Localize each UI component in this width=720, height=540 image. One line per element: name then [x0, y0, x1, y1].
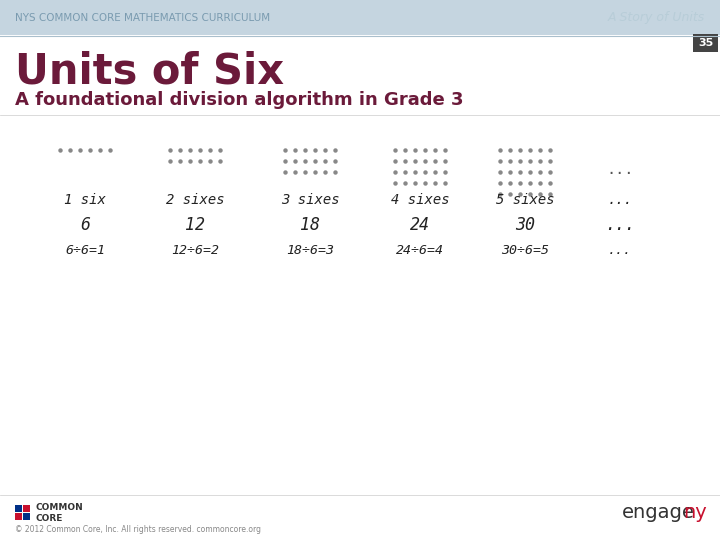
FancyBboxPatch shape — [15, 505, 22, 512]
Text: ...: ... — [605, 216, 635, 234]
Text: 24÷6=4: 24÷6=4 — [396, 244, 444, 256]
Text: A foundational division algorithm in Grade 3: A foundational division algorithm in Gra… — [15, 91, 464, 109]
Text: 24: 24 — [410, 216, 430, 234]
Text: 12: 12 — [185, 216, 205, 234]
Text: 6÷6=1: 6÷6=1 — [65, 244, 105, 256]
Text: 2 sixes: 2 sixes — [166, 193, 225, 207]
FancyBboxPatch shape — [23, 513, 30, 520]
Text: © 2012 Common Core, Inc. All rights reserved. commoncore.org: © 2012 Common Core, Inc. All rights rese… — [15, 525, 261, 535]
FancyBboxPatch shape — [15, 513, 22, 520]
Text: ...: ... — [606, 163, 634, 178]
Text: 1 six: 1 six — [64, 193, 106, 207]
Text: NYS COMMON CORE MATHEMATICS CURRICULUM: NYS COMMON CORE MATHEMATICS CURRICULUM — [15, 13, 270, 23]
Text: 18÷6=3: 18÷6=3 — [286, 244, 334, 256]
Text: 35: 35 — [698, 38, 713, 48]
Text: COMMON
CORE: COMMON CORE — [35, 503, 83, 523]
Text: ...: ... — [608, 193, 633, 207]
Text: 5 sixes: 5 sixes — [495, 193, 554, 207]
Text: 6: 6 — [80, 216, 90, 234]
Text: 30: 30 — [515, 216, 535, 234]
Text: A Story of Units: A Story of Units — [608, 11, 705, 24]
Text: ny: ny — [683, 503, 707, 523]
Text: engage: engage — [622, 503, 695, 523]
Text: 30÷6=5: 30÷6=5 — [501, 244, 549, 256]
Text: 4 sixes: 4 sixes — [391, 193, 449, 207]
FancyBboxPatch shape — [0, 0, 720, 35]
Text: 12÷6=2: 12÷6=2 — [171, 244, 219, 256]
Text: 3 sixes: 3 sixes — [281, 193, 339, 207]
Text: Units of Six: Units of Six — [15, 51, 284, 93]
FancyBboxPatch shape — [23, 505, 30, 512]
Text: ...: ... — [608, 244, 632, 256]
Text: 18: 18 — [300, 216, 320, 234]
FancyBboxPatch shape — [693, 34, 718, 52]
